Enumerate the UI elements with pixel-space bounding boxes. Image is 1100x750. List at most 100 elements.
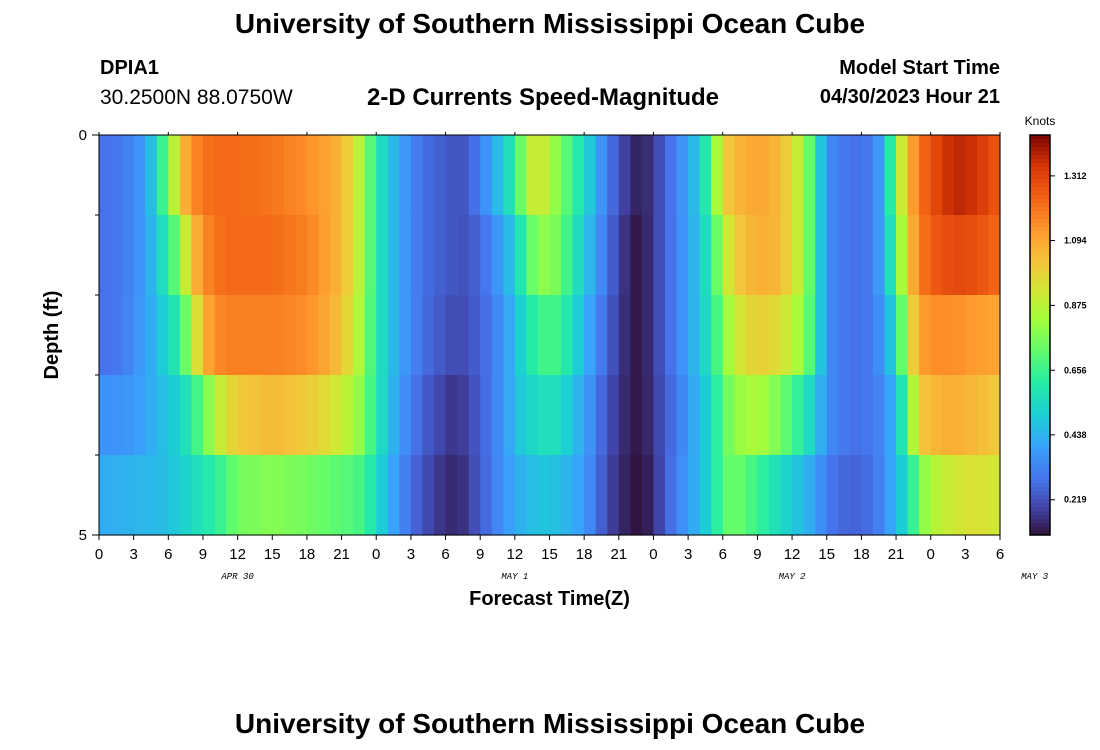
- heatmap-cell: [260, 455, 273, 536]
- heatmap-cell: [919, 375, 932, 456]
- heatmap-cell: [387, 215, 400, 296]
- heatmap-cell: [145, 215, 158, 296]
- colorbar-segment: [1030, 327, 1050, 332]
- colorbar-segment: [1030, 443, 1050, 448]
- heatmap-cell: [272, 375, 285, 456]
- colorbar-segment: [1030, 463, 1050, 468]
- x-tick-label: 9: [199, 546, 207, 563]
- colorbar-segment: [1030, 383, 1050, 388]
- heatmap-cell: [976, 295, 990, 376]
- colorbar-segment: [1030, 395, 1050, 400]
- x-tick-label: 0: [927, 546, 935, 563]
- day-label: APR 30: [220, 572, 254, 582]
- heatmap-cell: [953, 295, 966, 376]
- colorbar-segment: [1030, 363, 1050, 368]
- colorbar-frame: [1029, 134, 1051, 536]
- heatmap-cell: [688, 295, 701, 376]
- colorbar-segment: [1030, 331, 1050, 336]
- heatmap-cell: [861, 455, 874, 536]
- heatmap-cell: [838, 295, 851, 376]
- heatmap-cell: [514, 455, 527, 536]
- colorbar-segment: [1030, 223, 1050, 228]
- heatmap-cell: [907, 135, 920, 216]
- heatmap-cell: [99, 295, 112, 376]
- heatmap-cell: [145, 455, 158, 536]
- heatmap-cell: [480, 455, 493, 536]
- heatmap-cell: [283, 135, 296, 216]
- heatmap-cell: [780, 215, 793, 296]
- heatmap-cell: [953, 135, 966, 216]
- heatmap-cell: [468, 455, 481, 536]
- heatmap-cell: [907, 455, 920, 536]
- heatmap-cell: [711, 215, 724, 296]
- colorbar-segment: [1030, 151, 1050, 156]
- heatmap-cell: [457, 215, 470, 296]
- heatmap-cell: [896, 295, 909, 376]
- heatmap-cell: [768, 455, 782, 536]
- heatmap-cell: [930, 295, 943, 376]
- colorbar-segment: [1030, 531, 1050, 536]
- station-coordinates: 30.2500N 88.0750W: [100, 86, 293, 109]
- colorbar: 1.312 1.094 0.875 0.656 0.438 0.219: [1029, 134, 1087, 536]
- colorbar-segment: [1030, 527, 1050, 532]
- colorbar-segment: [1030, 219, 1050, 224]
- heatmap-cell: [607, 215, 620, 296]
- x-tick-label: 21: [888, 546, 905, 563]
- heatmap-cell: [133, 375, 146, 456]
- heatmap-cell: [260, 375, 273, 456]
- colorbar-segment: [1030, 503, 1050, 508]
- heatmap-cell: [433, 215, 447, 296]
- heatmap-cell: [653, 375, 666, 456]
- colorbar-segment: [1030, 187, 1050, 192]
- colorbar-segment: [1030, 483, 1050, 488]
- heatmap-cell: [422, 455, 435, 536]
- heatmap-cell: [249, 135, 262, 216]
- colorbar-segment: [1030, 175, 1050, 180]
- heatmap-cell: [399, 295, 412, 376]
- heatmap-cell: [433, 135, 447, 216]
- heatmap-cell: [607, 135, 620, 216]
- heatmap-cell: [803, 215, 816, 296]
- heatmap-cell: [468, 135, 481, 216]
- heatmap-cell: [595, 375, 608, 456]
- heatmap-cell: [283, 295, 296, 376]
- colorbar-segment: [1030, 183, 1050, 188]
- heatmap-cell: [214, 455, 227, 536]
- colorbar-segment: [1030, 319, 1050, 324]
- heatmap-cell: [572, 375, 585, 456]
- heatmap-cell: [561, 375, 574, 456]
- heatmap-cell: [468, 375, 481, 456]
- heatmap-cell: [110, 215, 123, 296]
- chart-subtitle: 2-D Currents Speed-Magnitude: [367, 84, 720, 111]
- heatmap-cell: [815, 295, 828, 376]
- heatmap-cell: [214, 375, 227, 456]
- heatmap-cell: [711, 375, 724, 456]
- heatmap-cell: [688, 135, 701, 216]
- heatmap-cell: [561, 295, 574, 376]
- heatmap-cell: [872, 295, 886, 376]
- heatmap-cell: [699, 375, 712, 456]
- day-label: MAY 2: [779, 572, 807, 582]
- heatmap-cell: [561, 135, 574, 216]
- heatmap-cell: [757, 215, 770, 296]
- heatmap-cell: [630, 455, 643, 536]
- heatmap-cell: [826, 295, 839, 376]
- x-tick-label: 15: [264, 546, 281, 563]
- heatmap-cell: [884, 215, 897, 296]
- heatmap-cell: [179, 135, 193, 216]
- heatmap-cell: [341, 375, 354, 456]
- colorbar-segment: [1030, 271, 1050, 276]
- heatmap-cell: [237, 215, 250, 296]
- heatmap-cell: [422, 295, 435, 376]
- colorbar-tick-label: 1.312: [1064, 171, 1087, 181]
- heatmap-cell: [618, 135, 631, 216]
- colorbar-segment: [1030, 259, 1050, 264]
- heatmap-cell: [930, 455, 943, 536]
- heatmap-cell: [468, 295, 481, 376]
- colorbar-segment: [1030, 455, 1050, 460]
- heatmap-cell: [202, 135, 216, 216]
- heatmap-cell: [665, 375, 678, 456]
- heatmap-cell: [260, 215, 273, 296]
- heatmap-cell: [676, 295, 689, 376]
- heatmap-cell: [607, 295, 620, 376]
